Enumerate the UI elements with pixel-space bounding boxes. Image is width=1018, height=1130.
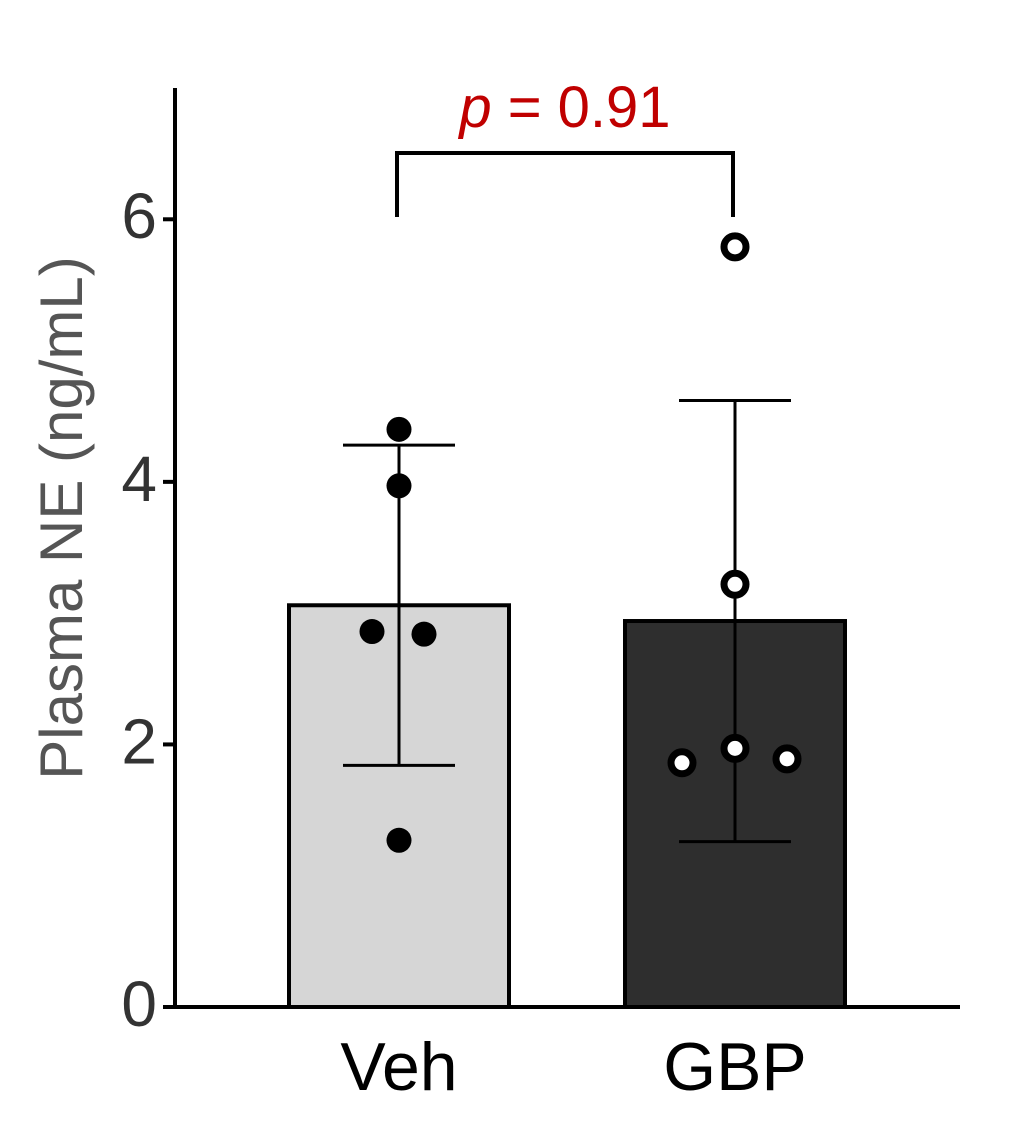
data-point (411, 621, 437, 647)
y-tick-label: 4 (121, 443, 157, 515)
data-point (386, 473, 412, 499)
data-point (720, 569, 750, 599)
y-tick-label: 2 (121, 705, 157, 777)
data-point (386, 416, 412, 442)
x-tick-label: GBP (663, 1029, 807, 1105)
data-point (386, 827, 412, 853)
y-tick-label: 0 (121, 968, 157, 1040)
data-point (667, 748, 697, 778)
significance-bracket (395, 151, 735, 217)
data-point (720, 232, 750, 262)
x-tick-label: Veh (340, 1029, 457, 1105)
annotation-symbol: p (457, 75, 491, 140)
annotation-text: = 0.91 (508, 75, 671, 140)
data-point (772, 744, 802, 774)
y-tick-label: 6 (121, 180, 157, 252)
annotation: p = 0.91 (457, 75, 670, 140)
y-axis-label: Plasma NE (ng/mL) (28, 256, 95, 779)
data-point (720, 733, 750, 763)
data-point (359, 619, 385, 645)
